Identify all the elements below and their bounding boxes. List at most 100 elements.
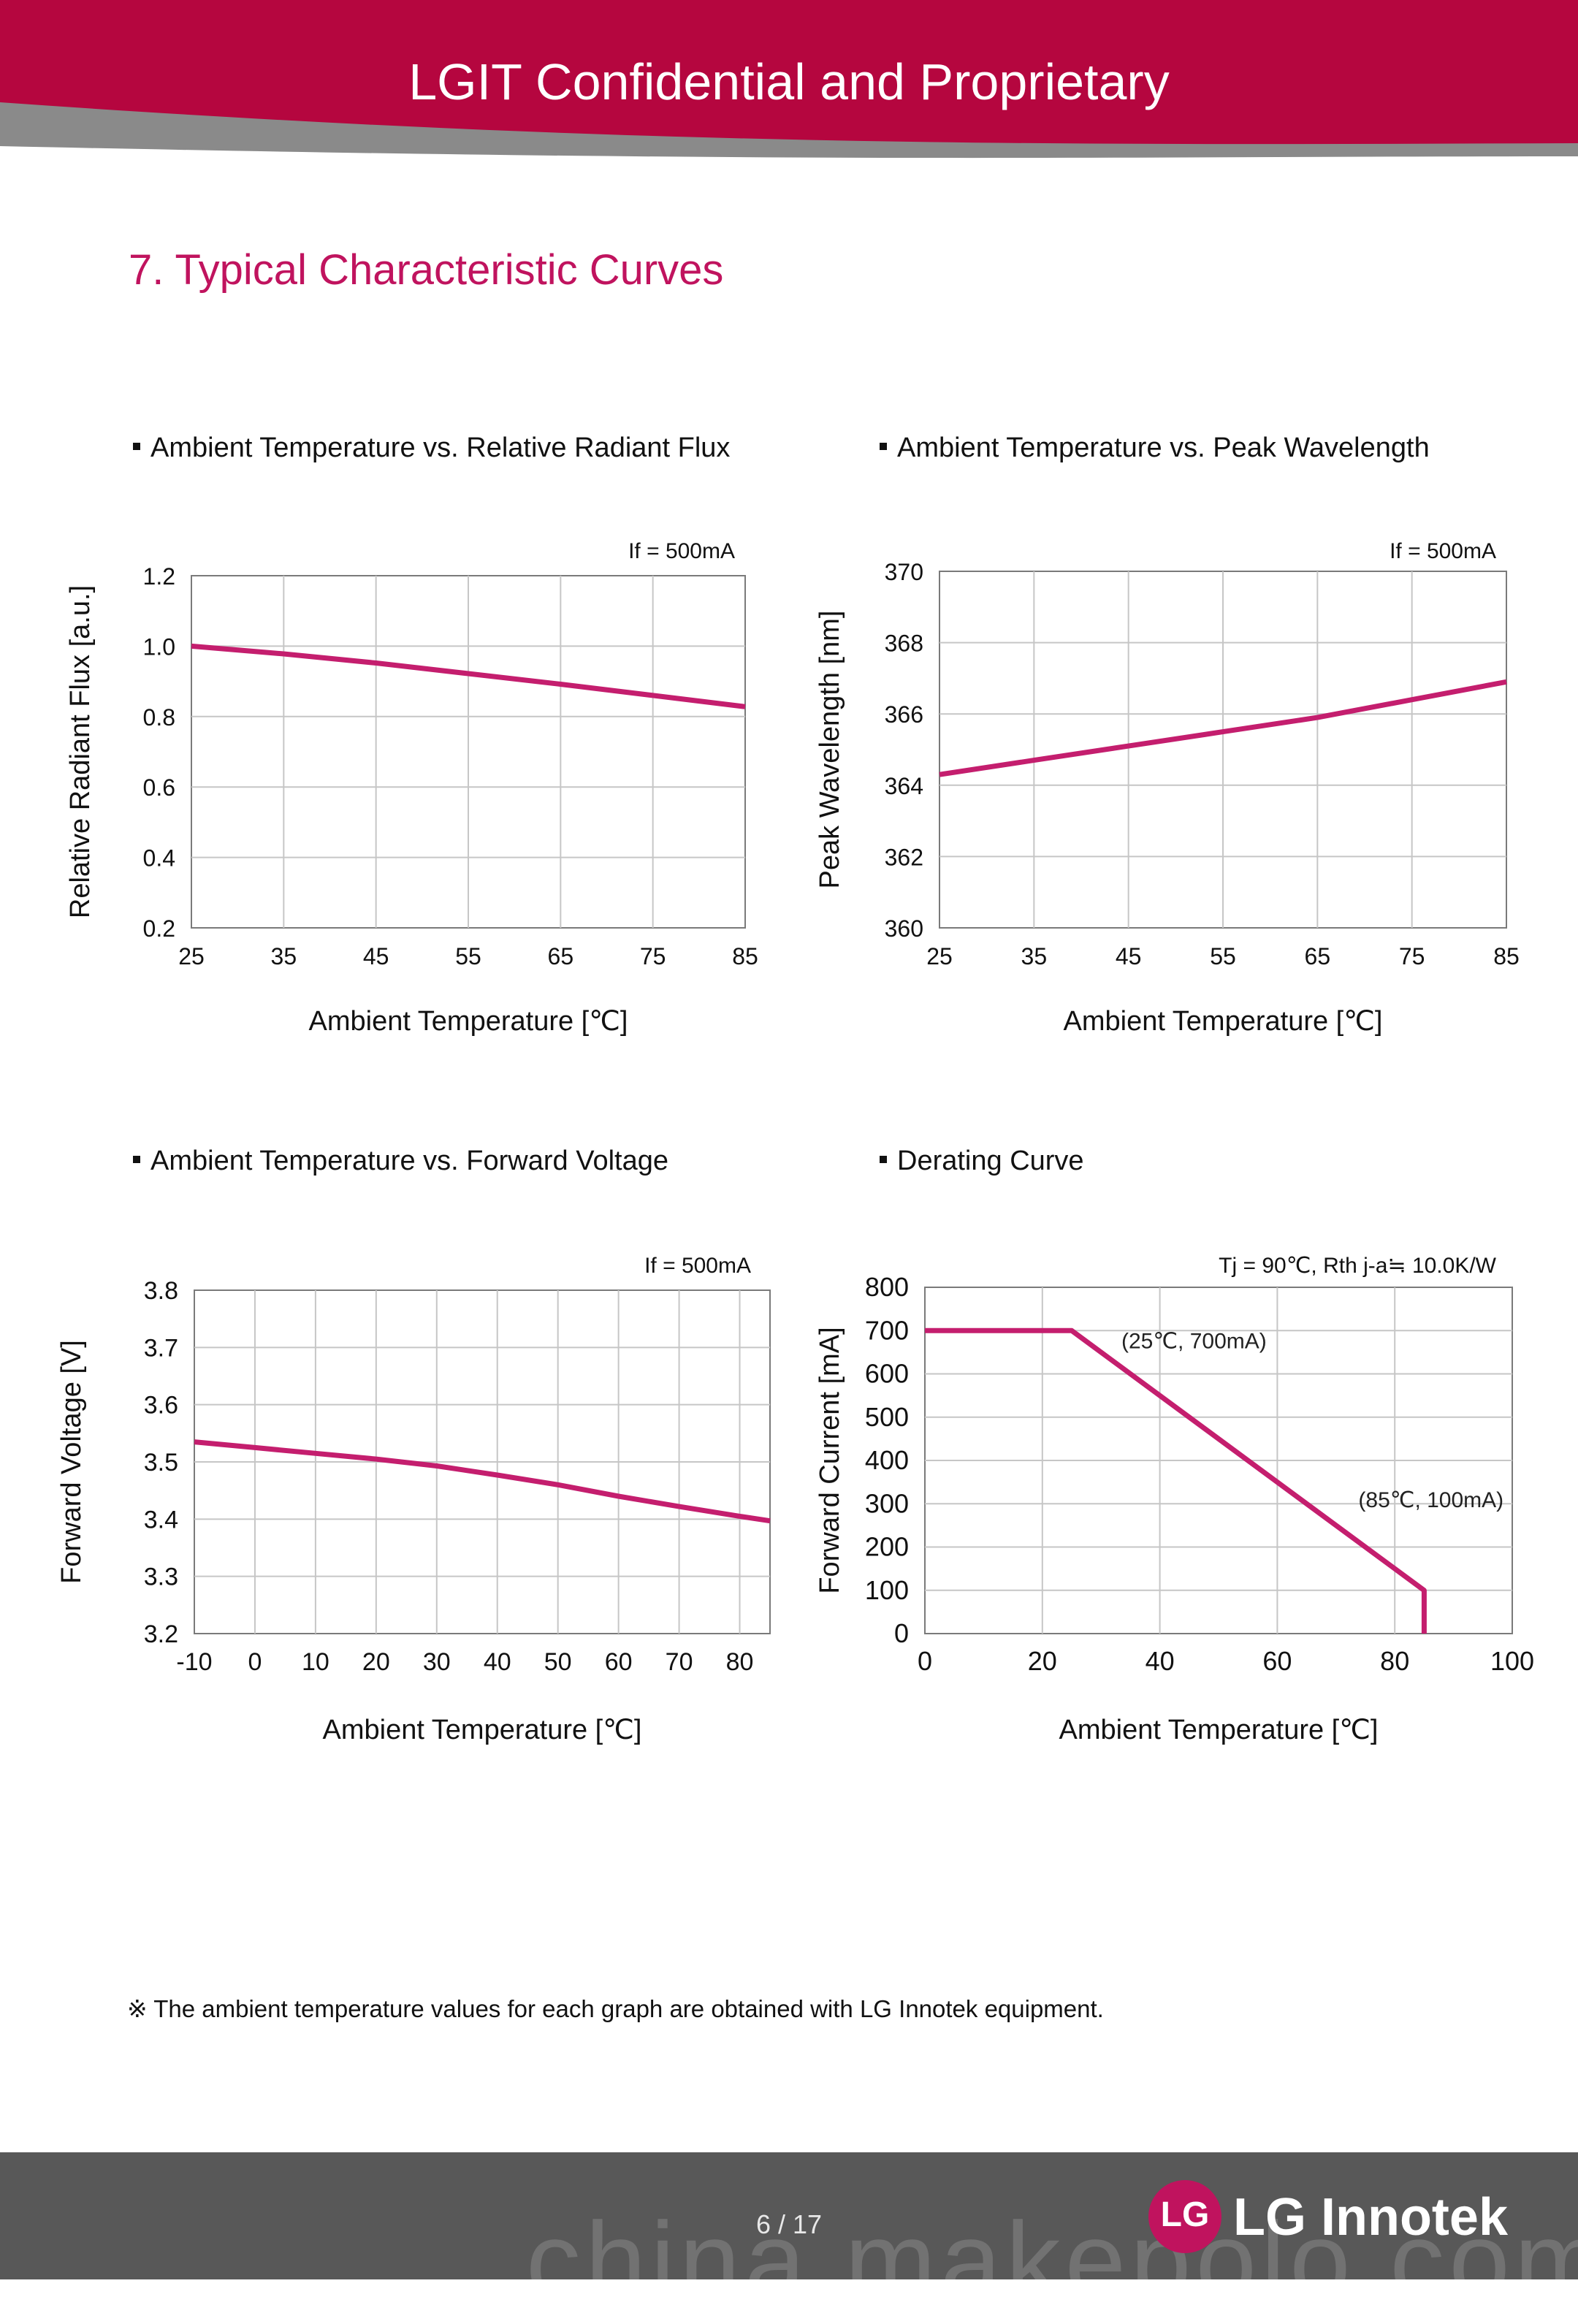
series-line [191, 643, 746, 709]
x-tick-label: 45 [363, 943, 389, 969]
chart-peak-wavelength: 25 35 45 55 65 75 85 360 362 364 366 368 370 If = 500… [815, 539, 1520, 1037]
y-tick-label: 0 [894, 1618, 909, 1648]
x-tick-label: 20 [1028, 1646, 1057, 1676]
x-axis-label: Ambient Temperature [℃] [1064, 1006, 1383, 1037]
x-tick-label: 70 [666, 1648, 693, 1676]
data-annotation: (25℃, 700mA) [1121, 1329, 1267, 1353]
y-tick-label: 200 [865, 1532, 909, 1562]
y-tick-label: 300 [865, 1488, 909, 1518]
x-tick-label: 85 [732, 943, 758, 969]
x-tick-label: 40 [484, 1648, 511, 1676]
x-tick-label: 45 [1116, 943, 1142, 969]
chart-forward-voltage: -10 0 10 20 30 40 50 60 70 80 3.2 3.3 3.4 3.5 3.6 3.7 3.… [56, 1254, 771, 1745]
x-tick-label: 75 [1399, 943, 1425, 969]
x-tick-label: 85 [1493, 943, 1520, 969]
x-tick-label: 100 [1490, 1646, 1534, 1676]
series-line [925, 1327, 1427, 1634]
y-tick-label: 100 [865, 1575, 909, 1605]
y-tick-label: 500 [865, 1402, 909, 1432]
chart-relative-radiant-flux: 25 35 45 55 65 75 85 0.2 0.4 0.6 0.8 1.0 1.2 If = 500… [65, 539, 758, 1037]
footer: china.makepolo.com 6 / 17 LG LG Innotek [0, 2152, 1578, 2322]
section-title: 7. Typical Characteristic Curves [129, 246, 724, 294]
x-tick-label: 35 [271, 943, 297, 969]
x-axis-label: Ambient Temperature [℃] [309, 1006, 628, 1037]
x-tick-label: 55 [1210, 943, 1236, 969]
x-tick-label: 0 [248, 1648, 262, 1676]
y-axis-label: Relative Radiant Flux [a.u.] [65, 585, 96, 918]
logo-text: LG Innotek [1233, 2188, 1508, 2247]
y-tick-label: 3.2 [144, 1620, 178, 1648]
chart-heading-flux: Ambient Temperature vs. Relative Radiant… [133, 433, 730, 464]
y-tick-label: 364 [885, 773, 923, 799]
bullet-icon [880, 1155, 887, 1163]
y-tick-label: 360 [885, 915, 923, 942]
header-band [0, 0, 1578, 159]
series-line [939, 679, 1507, 777]
footnote: ※ The ambient temperature values for eac… [127, 1995, 1104, 2022]
lg-logo-icon: LG [1148, 2180, 1221, 2253]
y-tick-label: 1.0 [143, 633, 175, 660]
x-tick-label: 25 [926, 943, 953, 969]
chart-heading-derating: Derating Curve [880, 1146, 1084, 1177]
page-number: 6 / 17 [755, 2209, 823, 2239]
x-tick-label: 65 [1305, 943, 1331, 969]
x-tick-label: 55 [455, 943, 481, 969]
bullet-icon [133, 442, 140, 450]
y-tick-label: 368 [885, 630, 923, 657]
chart-heading-wavelength: Ambient Temperature vs. Peak Wavelength [880, 433, 1430, 464]
y-tick-label: 1.2 [143, 563, 175, 590]
chart-heading-text: Ambient Temperature vs. Relative Radiant… [150, 433, 731, 463]
data-annotation: (85℃, 100mA) [1358, 1488, 1503, 1512]
bullet-icon [880, 442, 887, 450]
chart-heading-text: Ambient Temperature vs. Forward Voltage [150, 1146, 668, 1176]
x-tick-label: 35 [1021, 943, 1048, 969]
x-tick-label: 60 [605, 1648, 633, 1676]
x-tick-label: 75 [640, 943, 666, 969]
x-tick-label: 25 [178, 943, 205, 969]
x-tick-label: 0 [918, 1646, 932, 1676]
chart-derating-curve: 0 20 40 60 80 100 0 100 200 300 400 500 600 700 800 Tj … [815, 1254, 1534, 1745]
series-line [194, 1439, 771, 1524]
header-title: LGIT Confidential and Proprietary [408, 53, 1170, 110]
x-tick-label: 60 [1262, 1646, 1292, 1676]
x-tick-label: 80 [726, 1648, 754, 1676]
x-tick-label: 80 [1380, 1646, 1409, 1676]
chart-heading-voltage: Ambient Temperature vs. Forward Voltage [133, 1146, 668, 1177]
y-tick-label: 0.2 [143, 915, 175, 942]
y-axis-label: Forward Voltage [V] [56, 1340, 87, 1584]
x-tick-label: 10 [302, 1648, 329, 1676]
y-tick-label: 0.6 [143, 774, 175, 801]
y-tick-label: 3.6 [144, 1392, 178, 1420]
y-tick-label: 370 [885, 559, 923, 585]
bullet-icon [133, 1155, 140, 1163]
y-tick-label: 3.3 [144, 1563, 178, 1591]
y-tick-label: 700 [865, 1315, 909, 1345]
y-tick-label: 0.4 [143, 845, 175, 872]
chart-heading-text: Derating Curve [897, 1146, 1084, 1176]
y-tick-label: 0.8 [143, 704, 175, 731]
y-tick-label: 600 [865, 1359, 909, 1389]
y-tick-label: 3.4 [144, 1506, 178, 1534]
x-tick-label: 40 [1146, 1646, 1175, 1676]
condition-label: Tj = 90℃, Rth j-a≒ 10.0K/W [1219, 1254, 1497, 1278]
x-tick-label: 30 [423, 1648, 451, 1676]
y-axis-label: Peak Wavelength [nm] [815, 611, 845, 889]
y-tick-label: 362 [885, 844, 923, 870]
x-tick-label: 20 [362, 1648, 390, 1676]
y-tick-label: 400 [865, 1445, 909, 1475]
y-tick-label: 366 [885, 701, 923, 728]
y-tick-label: 3.5 [144, 1449, 178, 1477]
x-axis-label: Ambient Temperature [℃] [323, 1715, 642, 1745]
x-tick-label: 50 [544, 1648, 572, 1676]
chart-heading-text: Ambient Temperature vs. Peak Wavelength [897, 433, 1430, 463]
y-axis-label: Forward Current [mA] [815, 1327, 845, 1593]
lg-innotek-logo: LG LG Innotek [1148, 2180, 1558, 2253]
x-axis-label: Ambient Temperature [℃] [1059, 1715, 1379, 1745]
x-tick-label: -10 [176, 1648, 212, 1676]
condition-label: If = 500mA [1390, 539, 1496, 563]
x-tick-label: 65 [548, 943, 574, 969]
condition-label: If = 500mA [644, 1254, 751, 1278]
y-tick-label: 3.7 [144, 1334, 178, 1362]
y-tick-label: 800 [865, 1272, 909, 1302]
